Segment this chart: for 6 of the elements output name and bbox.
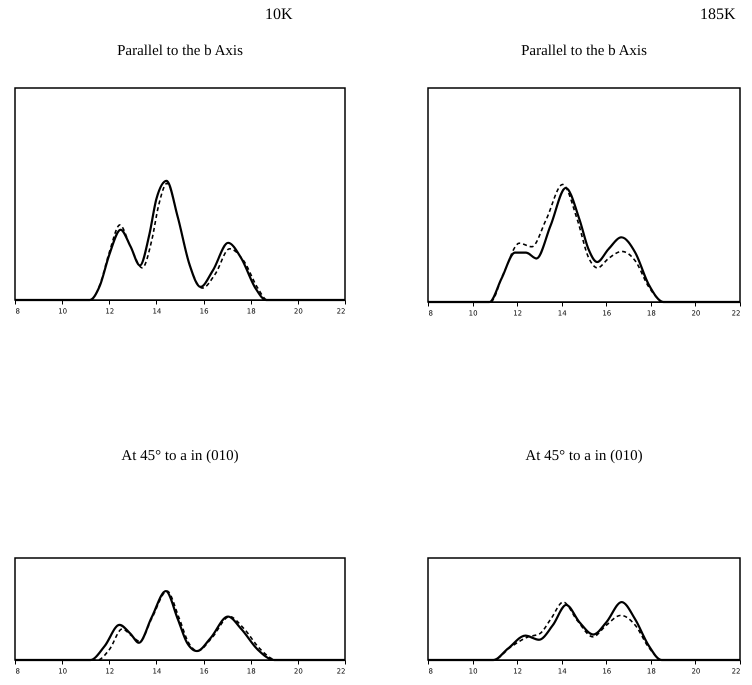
chart-title: At 45° to a in (010) bbox=[525, 448, 643, 464]
chart-title: At 45° to a in (010) bbox=[121, 448, 239, 464]
text: 10K bbox=[265, 6, 293, 24]
chart-title: Parallel to the b Axis bbox=[521, 43, 648, 59]
text: 185K bbox=[700, 6, 736, 24]
chart-title: Parallel to the b Axis bbox=[117, 43, 244, 59]
